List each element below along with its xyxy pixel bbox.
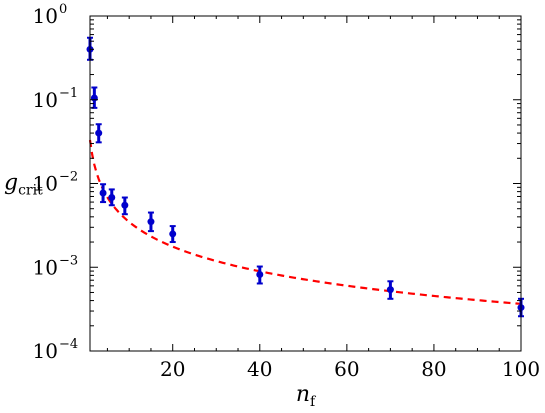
fit-line-layer — [88, 139, 522, 305]
x-tick-label: 40 — [247, 357, 272, 381]
y-tick-exponent: −3 — [59, 253, 78, 268]
y-tick-label: 10 — [33, 172, 58, 196]
data-marker — [121, 201, 129, 209]
data-marker — [99, 189, 107, 197]
x-tick-label: 20 — [160, 357, 185, 381]
data-marker — [256, 270, 264, 278]
x-axis-label-sub: f — [310, 394, 317, 410]
fit-line — [88, 139, 522, 305]
data-point — [386, 280, 394, 300]
y-tick-label: 10 — [33, 4, 58, 28]
data-points-layer — [86, 36, 525, 318]
y-axis-label-sub: crit — [18, 183, 43, 199]
y-tick-label: 10 — [33, 339, 58, 363]
data-point — [99, 183, 107, 204]
data-marker — [169, 230, 177, 238]
data-point — [169, 225, 177, 244]
y-tick-exponent: −4 — [59, 337, 78, 352]
data-marker — [108, 194, 116, 202]
data-point — [147, 211, 155, 233]
data-marker — [147, 218, 155, 226]
x-tick-label: 100 — [502, 357, 540, 381]
data-point — [121, 196, 129, 216]
x-axis-label-main: n — [296, 382, 310, 407]
y-tick-label: 10 — [33, 255, 58, 279]
y-tick-exponent: −1 — [59, 86, 78, 101]
data-marker — [90, 94, 98, 102]
y-tick-exponent: 0 — [59, 2, 67, 17]
y-tick-exponent: −2 — [59, 170, 78, 185]
data-point — [108, 188, 116, 207]
plot-frame — [89, 15, 522, 352]
data-marker — [386, 286, 394, 294]
data-point — [90, 86, 98, 109]
x-tick-label: 80 — [421, 357, 446, 381]
data-point — [95, 123, 103, 144]
y-axis-label: gcrit — [4, 171, 43, 199]
y-axis-label-main: g — [4, 171, 18, 196]
y-tick-label: 10 — [33, 88, 58, 112]
x-tick-label: 60 — [334, 357, 359, 381]
x-axis-ticks: 20 40 60 80 100 — [106, 16, 540, 381]
data-marker — [95, 129, 103, 137]
data-point — [256, 265, 264, 285]
x-axis-label: nf — [296, 382, 317, 410]
